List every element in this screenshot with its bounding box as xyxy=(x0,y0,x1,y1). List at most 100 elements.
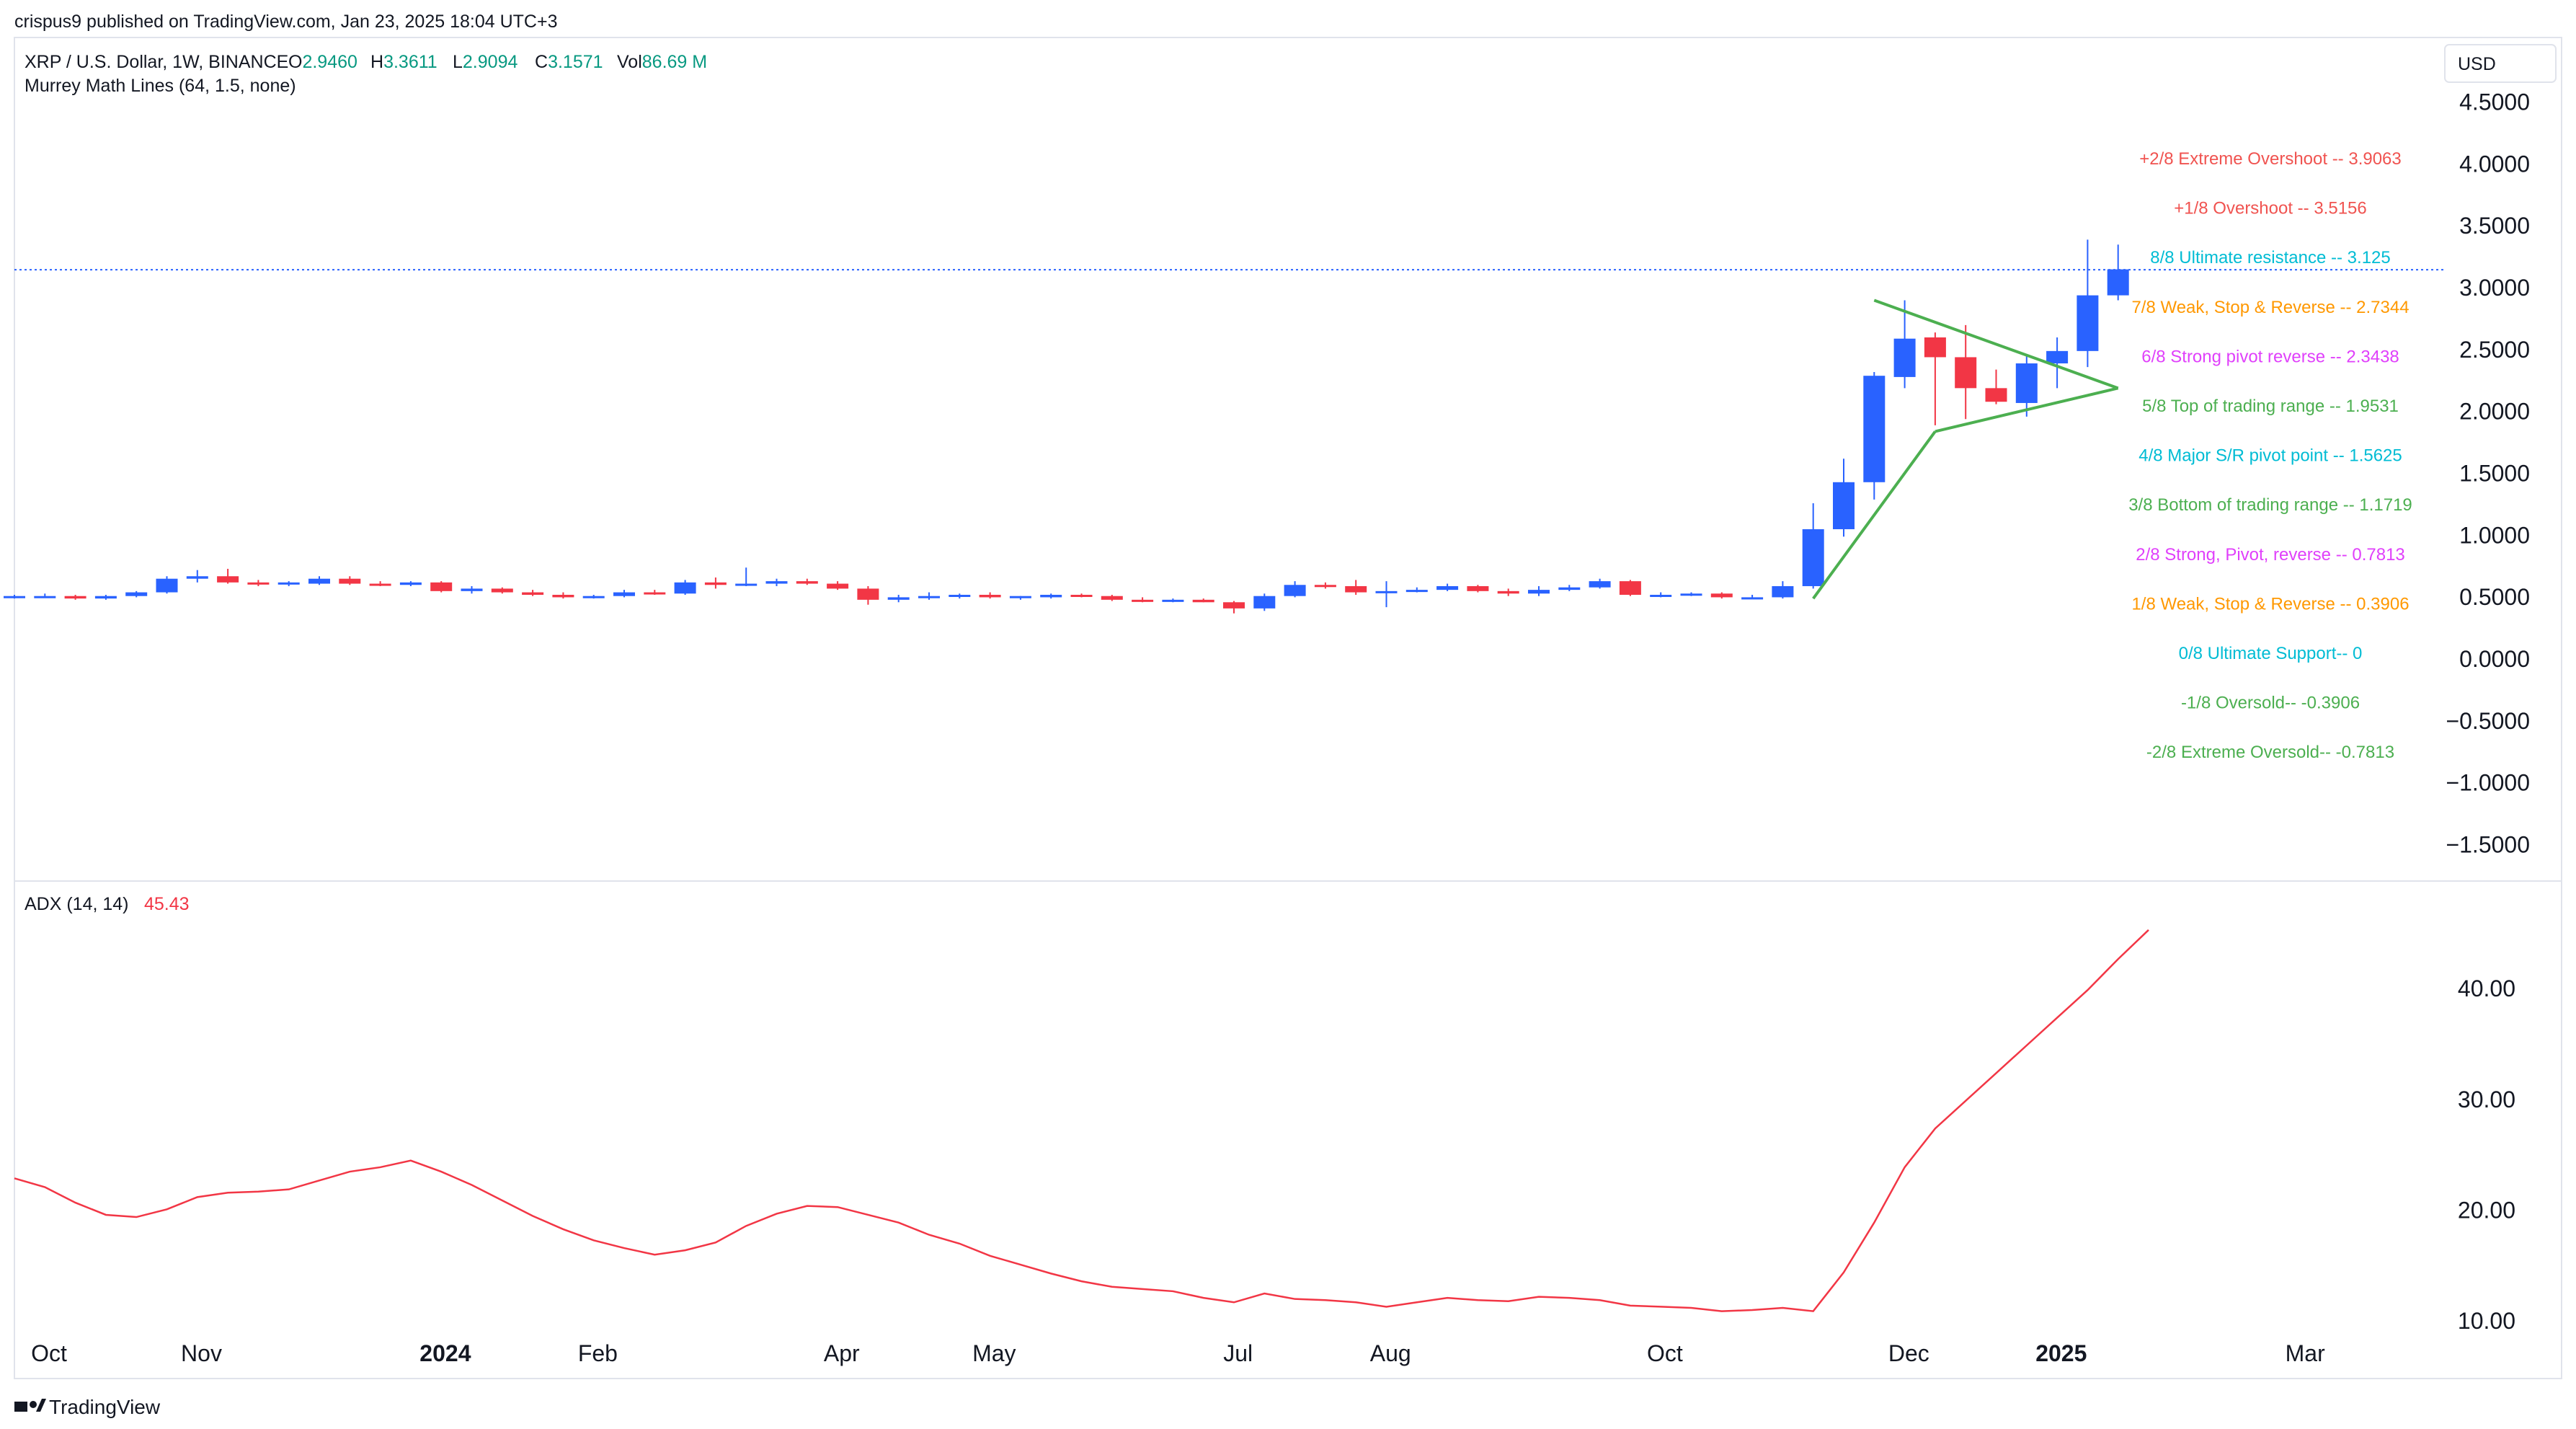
tv-logo-dot xyxy=(30,1401,37,1408)
time-tick-label: 2024 xyxy=(419,1340,471,1366)
candle-body xyxy=(918,596,940,598)
price-tick-label: 1.5000 xyxy=(2459,461,2530,487)
ohlc-h: H3.3611 xyxy=(370,52,438,72)
tv-brand-text: TradingView xyxy=(49,1396,161,1418)
candle-body xyxy=(552,594,574,598)
triangle-lower-leg[interactable] xyxy=(1812,430,1937,600)
time-tick-label: Aug xyxy=(1370,1340,1411,1366)
murrey-level-label: 3/8 Bottom of trading range -- 1.1719 xyxy=(2128,495,2412,515)
candle-body xyxy=(1985,388,2007,402)
time-tick-label: May xyxy=(972,1340,1016,1366)
murrey-math-labels: +2/8 Extreme Overshoot -- 3.9063 +1/8 Ove… xyxy=(2128,149,2412,762)
candle-body xyxy=(1497,590,1519,594)
ohlc-l: L2.9094 xyxy=(453,52,518,72)
murrey-level-label: 8/8 Ultimate resistance -- 3.125 xyxy=(2150,248,2390,267)
candle-body xyxy=(765,581,788,584)
indicator-label[interactable]: Murrey Math Lines (64, 1.5, none) xyxy=(25,76,296,96)
candle-body xyxy=(949,594,971,597)
tv-logo-mark xyxy=(14,1402,27,1412)
murrey-level-label: 0/8 Ultimate Support-- 0 xyxy=(2179,644,2363,663)
price-tick-label: 3.0000 xyxy=(2459,275,2530,301)
candle-body xyxy=(1009,596,1031,598)
candle-body xyxy=(644,592,666,595)
time-tick-label: Oct xyxy=(1647,1340,1683,1366)
candle-body xyxy=(1650,594,1672,597)
price-tick-label: −1.5000 xyxy=(2446,831,2530,857)
currency-label: USD xyxy=(2458,54,2496,74)
published-by-text: crispus9 published on TradingView.com, J… xyxy=(14,12,557,32)
adx-tick-label: 40.00 xyxy=(2458,975,2515,1001)
chart-frame xyxy=(14,37,2562,1379)
candle-body xyxy=(735,583,758,586)
candle-body xyxy=(1132,599,1154,602)
candle-body xyxy=(1802,529,1824,586)
adx-tick-label: 30.00 xyxy=(2458,1087,2515,1112)
candle-body xyxy=(125,592,148,596)
adx-tick-label: 10.00 xyxy=(2458,1308,2515,1334)
tradingview-logo[interactable]: TradingView xyxy=(14,1396,161,1418)
triangle-base-leg[interactable] xyxy=(1935,386,2119,433)
candle-body xyxy=(399,582,422,585)
triangle-upper-leg[interactable] xyxy=(1873,298,2119,390)
candle-body xyxy=(1467,585,1489,591)
murrey-level-label: -1/8 Oversold-- -0.3906 xyxy=(2181,694,2360,713)
candle-body xyxy=(674,582,696,594)
price-tick-label: 0.0000 xyxy=(2459,646,2530,672)
currency-button[interactable] xyxy=(2444,44,2557,83)
candle-body xyxy=(1589,581,1611,588)
candle-body xyxy=(979,594,1001,598)
candle-body xyxy=(2046,350,2069,364)
candle-body xyxy=(1710,593,1733,598)
candle-body xyxy=(1192,599,1214,603)
candle-body xyxy=(1345,585,1367,593)
candle-body xyxy=(1772,585,1794,598)
murrey-level-label: 2/8 Strong, Pivot, reverse -- 0.7813 xyxy=(2136,545,2405,565)
price-tick-label: 4.5000 xyxy=(2459,89,2530,115)
candle-body xyxy=(1893,338,1916,377)
adx-line xyxy=(14,929,2149,1312)
candle-body xyxy=(461,588,483,591)
candle-body xyxy=(1863,376,1886,482)
time-tick-label: Oct xyxy=(31,1340,67,1366)
symbol-title[interactable]: XRP / U.S. Dollar, 1W, BINANCE xyxy=(25,52,288,72)
adx-label[interactable]: ADX (14, 14) xyxy=(25,894,129,914)
price-axis[interactable]: 4.5000 4.0000 3.5000 3.0000 2.5000 2.0000 1.50… xyxy=(2446,89,2530,858)
murrey-level-label: 4/8 Major S/R pivot point -- 1.5625 xyxy=(2138,446,2402,466)
candle-body xyxy=(1436,585,1459,590)
candle-body xyxy=(522,592,544,595)
murrey-level-label: +2/8 Extreme Overshoot -- 3.9063 xyxy=(2139,149,2402,169)
candle-body xyxy=(857,588,879,600)
candle-body xyxy=(1619,581,1641,595)
candle-body xyxy=(1314,585,1336,588)
triangle-pattern[interactable] xyxy=(1812,298,2119,600)
candle-body xyxy=(613,592,635,596)
price-tick-label: 2.0000 xyxy=(2459,399,2530,425)
candle-body xyxy=(156,578,178,593)
murrey-level-label: 6/8 Strong pivot reverse -- 2.3438 xyxy=(2141,347,2399,366)
time-tick-label: Jul xyxy=(1223,1340,1253,1366)
candle-body xyxy=(2077,295,2099,351)
candle-body xyxy=(1924,337,1946,358)
murrey-level-label: 5/8 Top of trading range -- 1.9531 xyxy=(2142,397,2399,416)
adx-tick-label: 20.00 xyxy=(2458,1197,2515,1223)
candles xyxy=(4,239,2129,614)
candle-body xyxy=(4,596,25,598)
candle-body xyxy=(827,583,849,589)
candle-body xyxy=(1253,596,1276,609)
candle-body xyxy=(277,582,300,585)
time-tick-label: Mar xyxy=(2286,1340,2325,1366)
time-tick-label: Nov xyxy=(181,1340,222,1366)
candle-body xyxy=(1375,590,1398,593)
candle-body xyxy=(1833,482,1855,530)
candle-body xyxy=(64,596,86,599)
candle-body xyxy=(217,576,239,583)
adx-axis[interactable]: 40.00 30.00 20.00 10.00 xyxy=(2458,975,2515,1334)
candle-body xyxy=(369,583,391,586)
price-tick-label: 3.5000 xyxy=(2459,213,2530,239)
time-axis[interactable]: Oct Nov 2024 Feb Apr May Jul Aug Oct Dec 2025 Mar xyxy=(31,1340,2325,1366)
price-tick-label: 4.0000 xyxy=(2459,151,2530,177)
murrey-level-label: 7/8 Weak, Stop & Reverse -- 2.7344 xyxy=(2131,298,2409,317)
adx-value: 45.43 xyxy=(144,894,190,914)
price-tick-label: −0.5000 xyxy=(2446,708,2530,734)
